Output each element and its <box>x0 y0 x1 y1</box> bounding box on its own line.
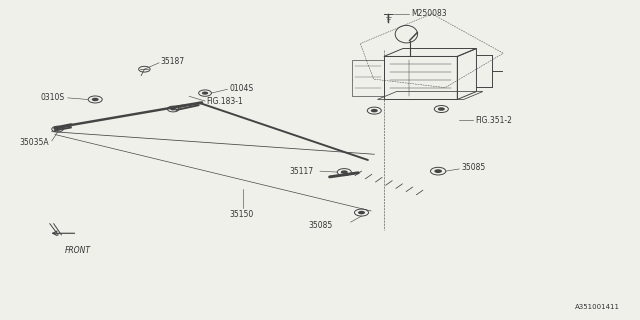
Text: A351001411: A351001411 <box>575 304 620 310</box>
Text: FRONT: FRONT <box>65 246 90 255</box>
Circle shape <box>170 108 176 110</box>
Text: 35150: 35150 <box>229 210 253 219</box>
Circle shape <box>371 109 378 112</box>
Text: 35117: 35117 <box>289 167 314 176</box>
Text: 35085: 35085 <box>461 164 485 172</box>
Circle shape <box>92 98 99 101</box>
Circle shape <box>438 107 445 111</box>
Text: FIG.183-1: FIG.183-1 <box>206 97 243 106</box>
Text: FIG.351-2: FIG.351-2 <box>475 116 512 125</box>
Circle shape <box>54 128 60 131</box>
Text: 35085: 35085 <box>308 221 333 230</box>
Circle shape <box>340 170 348 174</box>
Text: M250083: M250083 <box>412 9 447 18</box>
Text: 0104S: 0104S <box>229 84 253 93</box>
Text: 35187: 35187 <box>161 57 184 66</box>
Circle shape <box>358 211 365 214</box>
Circle shape <box>202 92 208 95</box>
Text: 35035A: 35035A <box>20 138 49 147</box>
Text: 0310S: 0310S <box>40 93 65 102</box>
Circle shape <box>435 169 442 173</box>
